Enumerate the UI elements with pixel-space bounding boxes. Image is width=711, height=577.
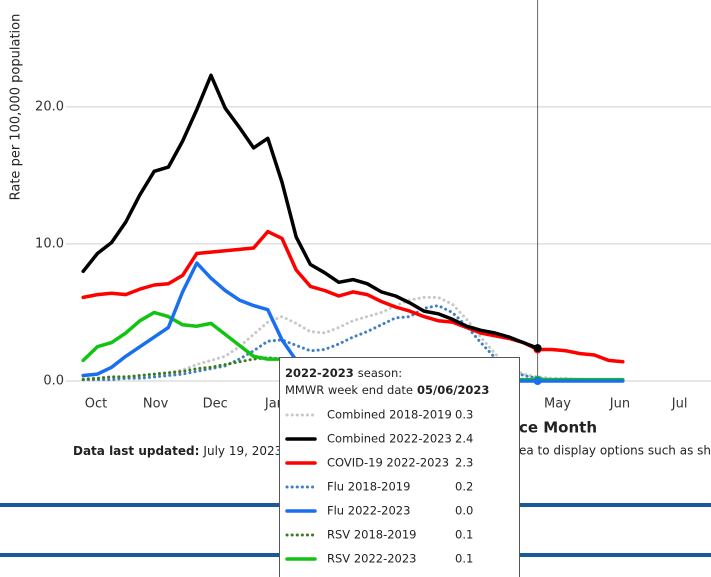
tooltip-box <box>279 357 520 577</box>
tooltip-value: 0.1 <box>455 528 473 542</box>
tooltip: 2022-2023 season: MMWR week end date 05/06… <box>279 357 520 577</box>
updated-label: Data last updated: <box>73 444 199 458</box>
legend-label: RSV 2018-2019 <box>327 528 417 542</box>
plot <box>81 73 625 385</box>
season: 2022-2023 <box>285 366 354 380</box>
legend-label: Combined 2018-2019 <box>327 408 452 422</box>
footer-note: ea to display options such as sho <box>519 444 711 458</box>
updated-text: July 19, 2023. | <box>202 444 294 458</box>
season-text: season: <box>358 366 402 380</box>
y-tick-label: 10.0 <box>35 236 64 251</box>
y-tick-label: 20.0 <box>35 99 64 114</box>
series-line <box>81 73 540 350</box>
x-tick-label: Dec <box>203 397 228 412</box>
legend-label: COVID-19 2022-2023 <box>327 456 449 470</box>
y-tick-label: 0.0 <box>43 374 64 389</box>
x-tick-label: Oct <box>85 397 107 412</box>
date: 05/06/2023 <box>417 383 489 397</box>
tooltip-value: 0.2 <box>455 480 473 494</box>
tooltip-value: 2.3 <box>455 456 473 470</box>
x-tick-label: May <box>544 397 571 412</box>
tooltip-date: MMWR week end date 05/06/2023 <box>285 383 489 397</box>
legend-label: RSV 2022-2023 <box>327 552 417 566</box>
x-tick-label: Jul <box>671 397 688 412</box>
tooltip-value: 0.0 <box>455 504 473 518</box>
date-text: MMWR week end date <box>285 383 413 397</box>
tooltip-value: 0.3 <box>455 408 473 422</box>
tooltip-value: 0.1 <box>455 552 473 566</box>
hover-point <box>533 344 542 353</box>
footer-updated: Data last updated: July 19, 2023. | <box>73 444 294 458</box>
tooltip-heading: 2022-2023 season: <box>285 366 402 380</box>
x-tick-label: Nov <box>143 397 169 412</box>
legend-label: Flu 2018-2019 <box>327 480 410 494</box>
tooltip-value: 2.4 <box>455 432 473 446</box>
series-line <box>81 304 625 383</box>
series-line <box>81 229 625 364</box>
legend-label: Combined 2022-2023 <box>327 432 452 446</box>
hover-point <box>533 377 542 385</box>
x-tick-label: Jun <box>609 397 630 412</box>
legend-label: Flu 2022-2023 <box>327 504 410 518</box>
series-line <box>81 295 625 382</box>
y-axis-title: Rate per 100,000 population <box>9 14 24 201</box>
